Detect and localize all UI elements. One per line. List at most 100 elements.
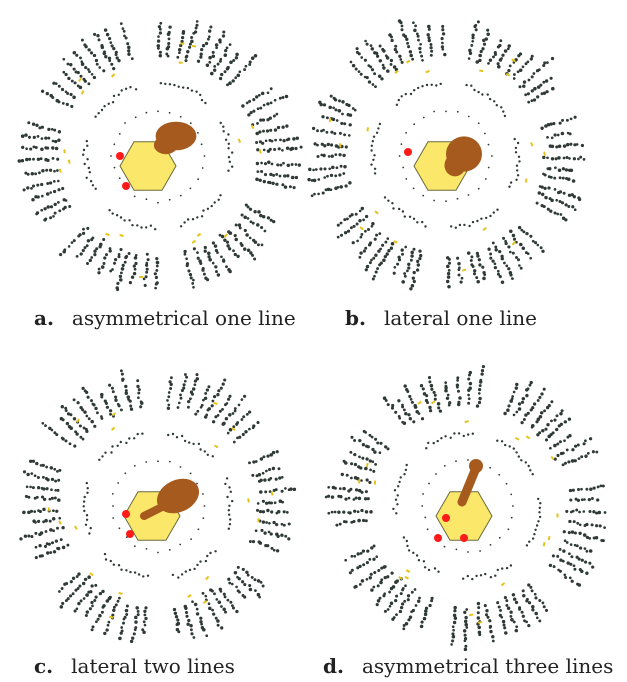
outer-dot: [405, 37, 409, 41]
accent-dash: [417, 400, 422, 405]
outer-dot: [536, 398, 540, 402]
outer-dot: [248, 410, 252, 414]
outer-dot: [177, 401, 181, 405]
outer-dot: [218, 38, 222, 42]
inner-dot: [219, 121, 222, 125]
outer-dot: [549, 122, 553, 126]
outer-dot: [240, 398, 244, 401]
panel-b-red-marker: [404, 148, 412, 156]
inner-dot: [433, 567, 437, 570]
inner-dot: [425, 447, 428, 450]
outer-dot: [105, 628, 109, 632]
outer-dot: [346, 229, 351, 233]
outer-dot: [337, 510, 341, 514]
outer-dot: [190, 632, 194, 636]
outer-dot: [181, 29, 186, 34]
inner-dot: [89, 526, 92, 530]
outer-dot: [229, 60, 233, 65]
outer-dot: [368, 558, 372, 561]
outer-dot: [32, 145, 36, 149]
outer-dot: [74, 70, 78, 74]
outer-dot: [184, 606, 188, 611]
outer-dot: [116, 402, 120, 406]
outer-dot: [532, 98, 537, 102]
outer-dot: [342, 459, 346, 463]
outer-dot: [71, 592, 75, 596]
outer-dot: [250, 253, 255, 257]
outer-dot: [195, 23, 199, 27]
outer-dot: [467, 377, 471, 381]
outer-dot: [368, 433, 372, 437]
ring-dot: [157, 551, 159, 554]
outer-dot: [179, 393, 182, 397]
outer-dot: [24, 133, 28, 137]
outer-dot: [102, 237, 106, 242]
outer-dot: [248, 63, 252, 66]
outer-dot: [175, 622, 179, 627]
outer-dot: [64, 90, 68, 94]
inner-dot: [407, 549, 411, 552]
outer-dot: [372, 544, 376, 548]
outer-dot: [248, 427, 251, 431]
outer-dot: [74, 588, 78, 592]
outer-dot: [399, 592, 403, 596]
outer-dot: [561, 463, 565, 467]
outer-dot: [254, 460, 258, 463]
outer-dot: [428, 380, 432, 384]
outer-dot: [544, 195, 548, 200]
accent-dash: [511, 241, 516, 246]
outer-dot: [201, 44, 206, 48]
outer-dot: [217, 600, 222, 605]
outer-dot: [361, 456, 365, 460]
outer-dot: [56, 526, 59, 530]
outer-dot: [124, 391, 129, 395]
outer-dot: [343, 133, 347, 137]
outer-dot: [142, 277, 146, 281]
outer-dot: [367, 80, 372, 84]
outer-dot: [535, 201, 539, 205]
outer-dot: [410, 254, 414, 258]
outer-dot: [67, 76, 71, 81]
inner-dot: [227, 527, 230, 530]
outer-dot: [57, 84, 61, 88]
outer-dot: [413, 28, 417, 33]
caption-b-label: lateral one line: [383, 306, 538, 330]
outer-dot: [117, 253, 121, 256]
outer-dot: [134, 253, 138, 257]
outer-dot: [213, 592, 216, 596]
outer-dot: [56, 157, 60, 161]
inner-dot: [87, 166, 91, 170]
outer-dot: [564, 203, 568, 207]
outer-dot: [409, 53, 413, 58]
outer-dot: [43, 218, 47, 222]
outer-dot: [289, 487, 293, 491]
outer-dot: [466, 251, 471, 255]
outer-dot: [237, 403, 241, 407]
ring-dot: [484, 178, 487, 180]
accent-dash: [47, 507, 51, 512]
outer-dot: [226, 431, 230, 435]
outer-dot: [75, 432, 79, 436]
outer-dot: [403, 384, 407, 388]
outer-dot: [460, 276, 464, 280]
accent-dash: [58, 168, 62, 173]
outer-dot: [353, 509, 357, 513]
outer-dot: [261, 471, 265, 475]
outer-dot: [88, 258, 92, 263]
outer-dot: [528, 383, 532, 387]
outer-dot: [482, 38, 486, 43]
outer-dot: [134, 620, 138, 624]
outer-dot: [153, 272, 157, 276]
outer-dot: [234, 237, 238, 242]
outer-dot: [578, 510, 581, 514]
outer-dot: [580, 143, 585, 148]
outer-dot: [388, 604, 392, 608]
outer-dot: [571, 179, 576, 183]
inner-dot: [432, 441, 435, 445]
outer-dot: [240, 418, 244, 421]
inner-dot: [421, 85, 424, 88]
outer-dot: [93, 424, 97, 428]
outer-dot: [79, 56, 82, 60]
outer-dot: [416, 34, 420, 38]
inner-dot: [475, 574, 478, 578]
